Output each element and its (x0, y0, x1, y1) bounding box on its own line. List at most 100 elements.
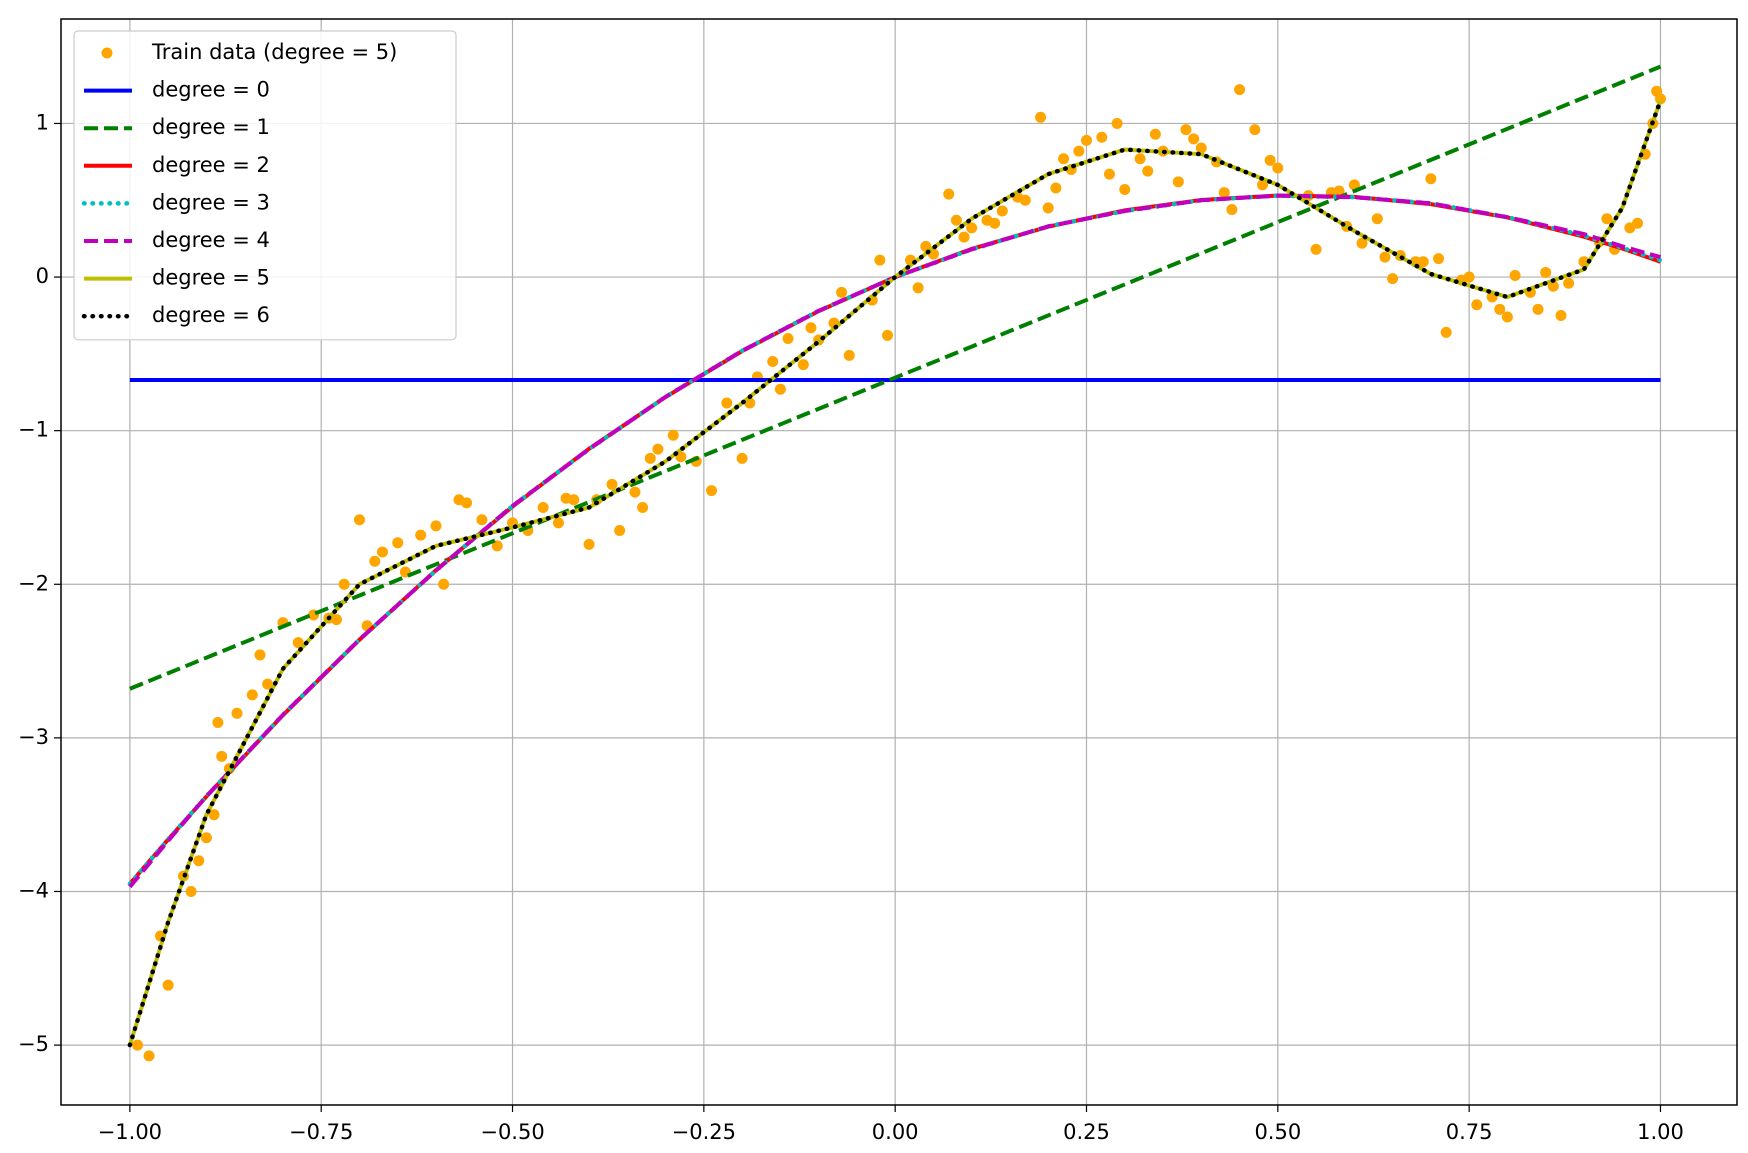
train-point (552, 517, 564, 529)
train-point (143, 1050, 155, 1062)
train-point (438, 578, 450, 590)
train-point (583, 538, 595, 550)
train-point (1387, 273, 1399, 285)
train-point (882, 329, 894, 341)
train-point (1218, 187, 1230, 199)
train-point (644, 452, 656, 464)
train-point (392, 537, 404, 549)
train-point (966, 222, 978, 234)
train-point (1440, 326, 1452, 338)
train-point (797, 359, 809, 371)
train-point (1058, 153, 1070, 165)
train-point (1433, 253, 1445, 265)
train-point (706, 485, 718, 497)
train-point (208, 809, 220, 821)
x-tick-label: −0.25 (672, 1120, 736, 1144)
train-point (1226, 203, 1238, 215)
train-point (1555, 309, 1567, 321)
train-point (212, 717, 224, 729)
legend-label: degree = 4 (152, 228, 270, 252)
train-point (369, 555, 381, 567)
train-point (1149, 128, 1161, 140)
legend-label: degree = 3 (152, 190, 270, 214)
train-point (200, 832, 212, 844)
train-point (836, 286, 848, 298)
train-point (476, 514, 488, 526)
train-point (637, 501, 649, 513)
train-point (920, 240, 932, 252)
train-point (1257, 179, 1269, 191)
train-point (1264, 154, 1276, 166)
y-tick-label: −2 (18, 571, 49, 595)
train-point (461, 497, 473, 509)
train-point (736, 452, 748, 464)
train-point (996, 205, 1008, 217)
train-point (292, 637, 304, 649)
train-point (1134, 153, 1146, 165)
train-point (1180, 124, 1192, 136)
train-point (843, 349, 855, 361)
legend-label: degree = 2 (152, 153, 270, 177)
train-point (1272, 162, 1284, 174)
train-point (1494, 303, 1506, 315)
train-point (1195, 142, 1207, 154)
y-tick-label: 0 (36, 264, 49, 288)
fit-line (127, 98, 1663, 1048)
train-point (193, 855, 205, 867)
train-point (1654, 93, 1666, 105)
train-point (415, 529, 427, 541)
train-point (774, 383, 786, 395)
x-tick-label: 0.00 (872, 1120, 919, 1144)
train-point (1632, 217, 1644, 229)
legend-label: Train data (degree = 5) (151, 40, 397, 64)
train-point (958, 231, 970, 243)
train-point (1356, 237, 1368, 249)
legend-label: degree = 5 (152, 266, 270, 290)
train-point (1142, 165, 1154, 177)
train-point (338, 578, 350, 590)
legend-box (73, 30, 457, 341)
train-point (1188, 133, 1200, 145)
train-point (1417, 256, 1429, 268)
train-point (132, 1039, 144, 1051)
train-point (1501, 311, 1513, 323)
train-point (989, 217, 1001, 229)
train-point (950, 214, 962, 226)
train-point (1234, 84, 1246, 96)
train-point (1019, 194, 1031, 206)
y-tick-label: 1 (36, 110, 49, 134)
legend-label: degree = 6 (152, 303, 270, 327)
train-point (376, 546, 388, 558)
train-point (568, 494, 580, 506)
train-point (1348, 179, 1360, 191)
train-point (629, 486, 641, 498)
train-point (246, 689, 258, 701)
legend-label: degree = 0 (152, 78, 270, 102)
x-tick-label: 0.75 (1446, 1120, 1493, 1144)
y-tick-label: −4 (18, 878, 49, 902)
train-point (537, 501, 549, 513)
train-point (231, 707, 243, 719)
x-tick-label: −0.75 (289, 1120, 353, 1144)
train-point (162, 979, 174, 991)
train-point (491, 540, 503, 552)
train-point (1425, 173, 1437, 185)
x-tick-label: 1.00 (1637, 1120, 1684, 1144)
legend-label: degree = 1 (152, 115, 270, 139)
train-point (331, 614, 343, 626)
axes-frame (60, 18, 1738, 1106)
train-point (782, 333, 794, 345)
train-point (805, 322, 817, 334)
train-point (430, 520, 442, 532)
train-point (353, 514, 365, 526)
train-point (1249, 124, 1261, 136)
train-point (874, 254, 886, 266)
train-point (1050, 182, 1062, 194)
train-point (1172, 176, 1184, 188)
legend-marker (101, 47, 113, 59)
train-point (1540, 266, 1552, 278)
y-tick-label: −3 (18, 725, 49, 749)
train-point (1073, 145, 1085, 157)
x-tick-label: −0.50 (480, 1120, 544, 1144)
